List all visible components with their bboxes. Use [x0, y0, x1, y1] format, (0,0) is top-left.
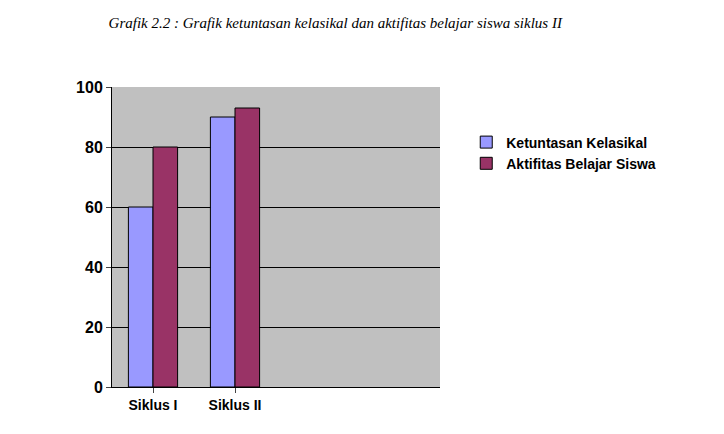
svg-text:20: 20	[85, 319, 103, 336]
svg-text:60: 60	[85, 199, 103, 216]
svg-text:80: 80	[85, 139, 103, 156]
svg-text:Siklus II: Siklus II	[209, 397, 262, 413]
svg-text:Aktifitas Belajar Siswa: Aktifitas Belajar Siswa	[506, 156, 656, 172]
svg-text:Grafik 2.2 : Grafik ketuntasan: Grafik 2.2 : Grafik ketuntasan kelasikal…	[109, 15, 563, 31]
svg-text:Ketuntasan Kelasikal: Ketuntasan Kelasikal	[506, 135, 647, 151]
svg-text:100: 100	[76, 79, 103, 96]
svg-text:40: 40	[85, 259, 103, 276]
svg-text:Siklus I: Siklus I	[128, 397, 177, 413]
svg-text:0: 0	[94, 379, 103, 396]
